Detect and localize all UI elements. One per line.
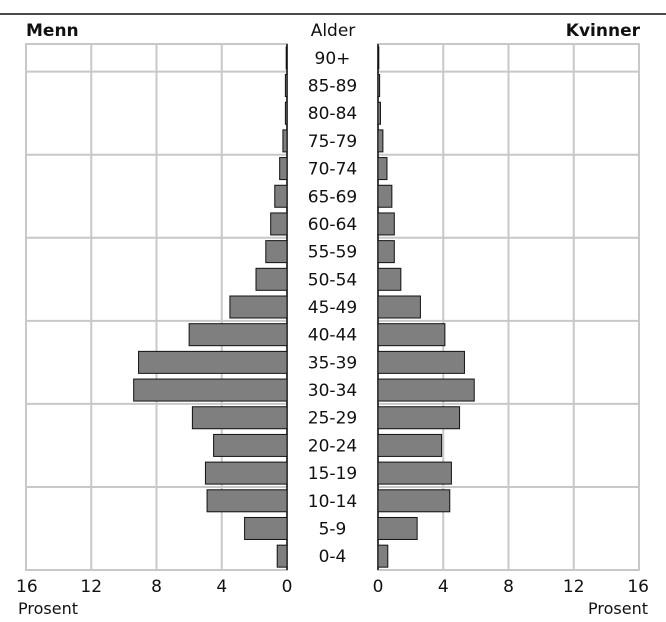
bar-kvinner-70-74 — [377, 157, 388, 181]
bar-kvinner-10-14 — [377, 489, 451, 513]
bar-kvinner-30-34 — [377, 378, 475, 402]
age-label-55-59: 55-59 — [308, 243, 357, 263]
age-label-10-14: 10-14 — [308, 492, 357, 512]
right-tick-8: 8 — [503, 577, 514, 597]
bar-menn-75-79 — [282, 129, 288, 153]
bar-kvinner-35-39 — [377, 350, 465, 374]
bar-kvinner-15-19 — [377, 461, 452, 485]
left-bars — [133, 46, 288, 568]
bar-kvinner-65-69 — [377, 184, 393, 208]
bar-kvinner-40-44 — [377, 323, 446, 347]
center-title: Alder — [311, 21, 356, 41]
age-label-65-69: 65-69 — [308, 187, 357, 207]
bar-kvinner-25-29 — [377, 406, 461, 430]
age-label-15-19: 15-19 — [308, 464, 357, 484]
bar-kvinner-0-4 — [377, 544, 389, 568]
bar-menn-0-4 — [276, 544, 288, 568]
age-label-75-79: 75-79 — [308, 132, 357, 152]
bar-menn-5-9 — [244, 516, 288, 540]
bar-menn-55-59 — [265, 240, 288, 264]
bar-kvinner-85-89 — [377, 74, 381, 98]
left-tick-0: 0 — [282, 577, 293, 597]
age-label-45-49: 45-49 — [308, 298, 357, 318]
age-label-70-74: 70-74 — [308, 160, 357, 180]
left-tick-4: 4 — [216, 577, 227, 597]
right-tick-4: 4 — [438, 577, 449, 597]
bar-menn-70-74 — [279, 157, 288, 181]
age-labels: 90+ 85-89 80-84 75-79 70-74 65-69 60-64 55-59 50… — [308, 49, 357, 567]
age-label-25-29: 25-29 — [308, 409, 357, 429]
x-axis-label-right: Prosent — [588, 599, 648, 618]
bar-kvinner-60-64 — [377, 212, 395, 236]
age-label-90+: 90+ — [315, 49, 351, 69]
bar-menn-50-54 — [255, 267, 288, 291]
bar-menn-40-44 — [188, 323, 288, 347]
right-bars — [377, 46, 475, 568]
age-label-85-89: 85-89 — [308, 77, 357, 97]
age-label-0-4: 0-4 — [319, 547, 347, 567]
bar-kvinner-50-54 — [377, 267, 402, 291]
left-title: Menn — [26, 21, 79, 41]
bar-kvinner-90+ — [377, 46, 380, 70]
age-label-5-9: 5-9 — [319, 519, 347, 539]
bar-menn-80-84 — [284, 101, 288, 125]
left-tick-12: 12 — [80, 577, 102, 597]
age-label-50-54: 50-54 — [308, 270, 357, 290]
bar-menn-60-64 — [270, 212, 288, 236]
bar-menn-35-39 — [138, 350, 288, 374]
right-tick-16: 16 — [627, 577, 649, 597]
bar-menn-20-24 — [213, 433, 288, 457]
right-title: Kvinner — [566, 21, 641, 41]
right-tick-12: 12 — [563, 577, 585, 597]
bar-menn-85-89 — [284, 74, 288, 98]
bar-menn-65-69 — [274, 184, 288, 208]
bar-kvinner-80-84 — [377, 101, 381, 125]
bar-kvinner-55-59 — [377, 240, 395, 264]
age-label-20-24: 20-24 — [308, 436, 357, 456]
x-axis-ticks: 16 12 8 4 0 0 4 8 12 16 — [16, 577, 649, 597]
bar-kvinner-5-9 — [377, 516, 418, 540]
bar-menn-10-14 — [206, 489, 288, 513]
bar-menn-25-29 — [191, 406, 288, 430]
bar-kvinner-75-79 — [377, 129, 384, 153]
bar-menn-15-19 — [204, 461, 288, 485]
right-tick-0: 0 — [373, 577, 384, 597]
age-label-40-44: 40-44 — [308, 326, 357, 346]
age-label-35-39: 35-39 — [308, 353, 357, 373]
left-tick-8: 8 — [151, 577, 162, 597]
age-label-30-34: 30-34 — [308, 381, 357, 401]
age-label-60-64: 60-64 — [308, 215, 357, 235]
bar-kvinner-45-49 — [377, 295, 421, 319]
left-tick-16: 16 — [16, 577, 38, 597]
bar-menn-90+ — [285, 46, 288, 70]
bar-kvinner-20-24 — [377, 433, 443, 457]
bar-menn-30-34 — [133, 378, 288, 402]
age-label-80-84: 80-84 — [308, 104, 357, 124]
bar-menn-45-49 — [229, 295, 288, 319]
x-axis-label-left: Prosent — [18, 599, 78, 618]
